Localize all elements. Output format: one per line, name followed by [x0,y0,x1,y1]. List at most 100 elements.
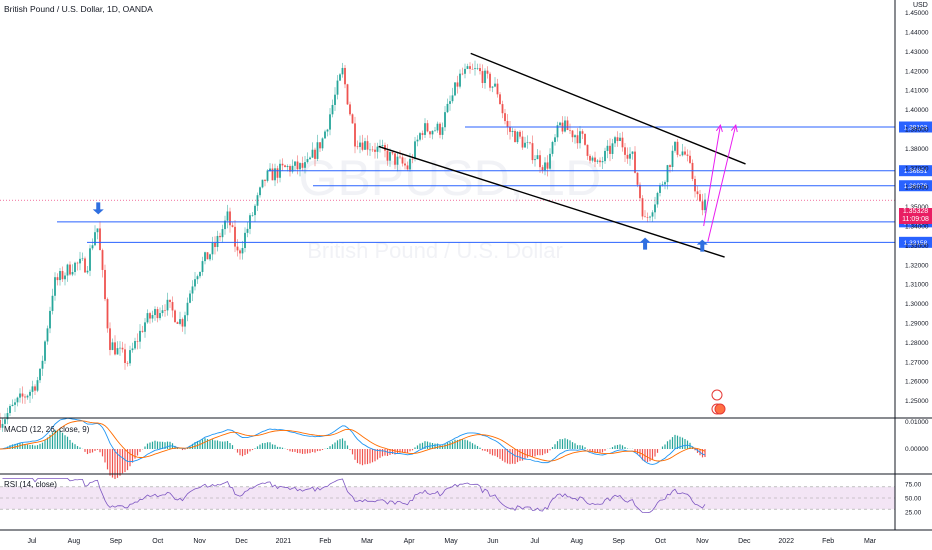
macd-tick-label: 0.00000 [905,446,929,453]
candle-body [519,131,521,137]
arrow-down-icon [92,202,104,215]
candle-body [91,245,94,249]
candle-body [559,122,561,126]
drawings[interactable] [92,52,746,415]
candle-body [326,129,329,132]
candle-body [119,347,121,349]
candle-body [666,165,669,183]
candle-body [236,246,239,251]
candle-body [664,182,666,185]
candle-body [461,73,464,75]
candle-body [469,66,471,69]
candle-body [324,131,326,139]
candle-body [569,130,571,131]
watermark: GBPUSD, 1D British Pound / U.S. Dollar [299,150,602,263]
candle-body [631,151,634,154]
macd-pane [0,417,706,480]
candle-body [699,194,701,202]
candle-body [619,137,621,142]
candle-body [451,95,454,102]
candle-body [409,158,411,170]
candle-body [526,142,529,143]
candle-body [41,360,44,369]
rsi-tick-label: 25.00 [905,510,922,517]
candle-body [361,142,364,150]
candle-body [281,163,284,166]
candle-body [339,74,341,81]
candle-body [701,201,704,211]
candle-body [66,264,69,276]
candle-body [391,152,394,154]
channel-line [378,145,725,258]
candle-body [659,185,661,193]
candle-body [139,330,141,342]
candle-body [211,242,214,255]
candle-body [411,158,414,160]
candle-body [436,123,439,131]
candle-body [381,145,384,146]
rsi-pane [0,478,895,513]
candle-body [29,391,31,396]
candle-body [636,172,639,185]
candle-body [164,310,166,311]
candle-body [444,112,446,128]
candle-body [181,319,184,327]
candle-body [459,73,461,87]
price-tick-label: 1.27000 [905,359,929,366]
candle-body [201,261,204,272]
candle-body [349,104,351,115]
time-tick-label: Oct [655,538,666,545]
candle-body [84,258,86,273]
candle-body [251,215,254,216]
candle-body [69,264,71,275]
candle-body [309,157,311,160]
candle-body [334,94,336,105]
candle-body [256,195,259,206]
candle-body [424,123,426,135]
candle-body [166,299,169,311]
candle-body [276,168,279,178]
candle-body [126,362,129,364]
candle-body [481,71,484,83]
candle-body [606,145,609,151]
candle-body [416,139,419,142]
candle-body [529,142,531,144]
candle-body [566,120,569,131]
candle-body [89,248,91,271]
level-badge-label: 1.36076 [904,183,928,190]
candle-body [431,130,434,135]
candle-body [56,277,59,281]
candle-body [1,423,4,428]
candle-body [231,225,234,227]
time-tick-label: Aug [570,538,583,545]
level-badge [899,180,932,192]
candle-body [306,159,309,163]
candle-body [196,276,199,280]
candle-body [14,402,16,405]
candle-body [354,123,356,147]
rsi-label[interactable]: RSI (14, close) [4,480,57,489]
candle-body [601,161,604,163]
candle-body [134,341,136,349]
candle-body [661,184,664,186]
candle-body [209,254,211,260]
candle-body [169,299,171,303]
candle-body [486,70,489,74]
macd-label[interactable]: MACD (12, 26, close, 9) [4,425,90,434]
candle-body [19,393,21,398]
candle-body [551,142,554,154]
candle-body [554,137,556,143]
candle-body [44,341,46,361]
candle-body [206,252,209,260]
candle-body [494,83,496,87]
candle-body [131,348,134,351]
time-tick-label: Nov [696,538,709,545]
candle-body [574,135,576,138]
candle-body [376,146,379,152]
price-tick-label: 1.29000 [905,321,929,328]
candle-body [671,150,674,168]
candle-body [186,302,189,316]
time-tick-label: 2022 [778,538,794,545]
